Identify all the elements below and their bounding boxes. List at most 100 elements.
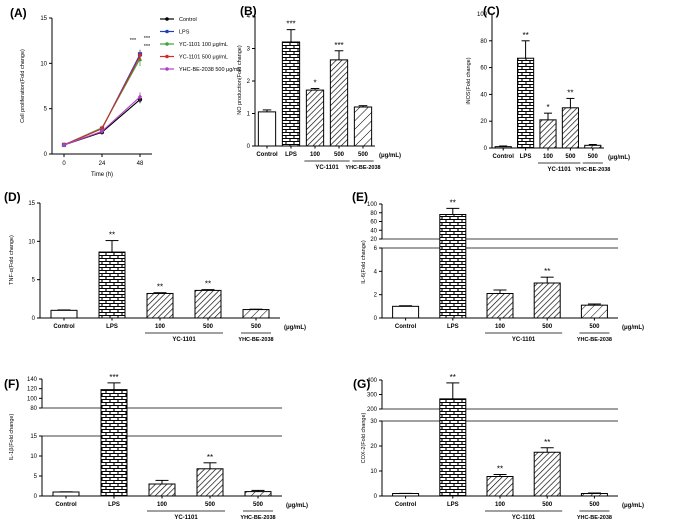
- bar: [281, 41, 301, 147]
- panel-a: (A) Cell proliferation(Fold change) 0 5 10 15…: [10, 6, 241, 178]
- data-point: [99, 126, 105, 132]
- group-label: YC-1101: [512, 337, 536, 343]
- x-tick-label: 500: [358, 152, 369, 158]
- y-tick-label: 0: [44, 152, 48, 158]
- unit-label: (μg/mL): [608, 155, 630, 161]
- legend-entry: LPS: [179, 30, 190, 36]
- x-tick-label: 500: [205, 502, 216, 508]
- y-tick-label: 80: [370, 211, 377, 217]
- y-tick-label: 5: [34, 474, 38, 480]
- significance-mark: ***: [130, 38, 137, 44]
- y-tick-label: 4: [374, 269, 378, 275]
- group-label: YC-1101: [174, 515, 198, 521]
- significance-mark: **: [567, 88, 573, 97]
- x-tick-label: 0: [62, 161, 66, 167]
- bar: [257, 111, 277, 147]
- bar: [242, 309, 270, 319]
- data-point: [61, 142, 67, 148]
- significance-mark: **: [450, 198, 456, 207]
- bar: [533, 451, 561, 497]
- unit-label: (μg/mL): [622, 325, 644, 331]
- x-tick-label: 100: [543, 154, 554, 160]
- bar: [52, 491, 80, 497]
- y-tick-label: 20: [370, 444, 377, 450]
- bar: [50, 309, 78, 319]
- x-tick-label: Control: [55, 502, 77, 508]
- x-tick-label: 100: [495, 324, 506, 330]
- x-tick-label: 100: [155, 324, 166, 330]
- y-tick-label: 40: [480, 92, 487, 98]
- bar: [353, 106, 373, 147]
- x-tick-label: LPS: [285, 152, 297, 158]
- legend-marker: [165, 67, 169, 71]
- y-tick-label: 5: [44, 107, 48, 113]
- legend-entry: YHC-BE-2038 500 μg/mL: [179, 67, 241, 73]
- x-tick-label: Control: [395, 324, 417, 330]
- significance-mark: **: [544, 267, 550, 276]
- significance-mark: ***: [144, 44, 151, 50]
- bar: [305, 89, 325, 147]
- y-tick-label: 100: [477, 12, 488, 18]
- y-tick-label: 120: [27, 387, 38, 393]
- y-tick-label: 3: [247, 47, 251, 53]
- panel-g: (G) COX-2(Fold change) 0 10 20 30 200 300 400 Con…: [353, 373, 644, 521]
- bar: [194, 289, 222, 319]
- y-tick-label: 80: [30, 406, 37, 412]
- x-tick-label: Control: [256, 152, 278, 158]
- bar: [329, 59, 349, 147]
- x-tick-label: 500: [588, 154, 599, 160]
- y-tick-label: 5: [32, 278, 36, 284]
- bar: [561, 107, 579, 149]
- y-tick-label: 2: [247, 79, 251, 85]
- y-tick-label: 20: [370, 237, 377, 243]
- panel-d: (D) TNF-α(Fold change) 0 5 10 15 Control ** LPS *…: [4, 190, 306, 343]
- legend-marker: [165, 17, 169, 21]
- y-axis-title: iNOS(Fold change): [466, 57, 472, 104]
- bar: [580, 304, 608, 319]
- unit-label: (μg/mL): [284, 325, 306, 331]
- x-tick-label: 500: [565, 154, 576, 160]
- x-tick-label: LPS: [106, 324, 118, 330]
- bar: [392, 305, 420, 319]
- y-tick-label: 30: [370, 419, 377, 425]
- y-tick-label: 4: [247, 14, 251, 20]
- significance-mark: ***: [144, 36, 151, 42]
- y-tick-label: 0: [484, 146, 488, 152]
- legend-entry: YC-1101 100 μg/mL: [179, 42, 228, 48]
- group-label: YHC-BE-2038: [240, 515, 275, 521]
- y-tick-label: 2: [374, 293, 378, 299]
- significance-mark: **: [157, 283, 163, 292]
- x-tick-label: LPS: [447, 324, 459, 330]
- y-tick-label: 0: [247, 144, 251, 150]
- x-tick-label: 48: [137, 161, 144, 167]
- y-axis-title: COX-2(Fold change): [361, 412, 367, 463]
- panel-c: (C) iNOS(Fold change) 0 20 40 60 80 100 Control *…: [466, 4, 630, 173]
- data-point: [137, 53, 143, 59]
- bar: [539, 119, 557, 149]
- significance-mark: **: [205, 280, 211, 289]
- bar: [580, 493, 608, 497]
- y-tick-label: 80: [480, 39, 487, 45]
- y-tick-label: 40: [370, 228, 377, 234]
- group-label: YC-1101: [512, 515, 536, 521]
- bar: [486, 476, 514, 497]
- x-tick-label: LPS: [447, 502, 459, 508]
- bar: [494, 146, 512, 149]
- group-label: YHC-BE-2038: [577, 337, 612, 343]
- group-label: YC-1101: [548, 167, 572, 173]
- bar: [439, 214, 467, 319]
- x-tick-label: Control: [395, 502, 417, 508]
- x-tick-label: LPS: [520, 154, 532, 160]
- panel-label: (E): [352, 190, 368, 204]
- significance-mark: ***: [286, 20, 295, 29]
- x-tick-label: 100: [157, 502, 168, 508]
- panel-e: (E) IL-6(Fold change) 0 2 4 6 20 40 60 80 100 Contr…: [352, 190, 644, 343]
- panel-label: (A): [10, 6, 27, 20]
- y-axis-title: Cell proliferation(Fold change): [20, 49, 26, 123]
- y-tick-label: 10: [40, 61, 47, 67]
- group-label: YC-1101: [315, 165, 339, 171]
- bar: [148, 483, 176, 497]
- x-tick-label: Control: [493, 154, 515, 160]
- significance-mark: **: [109, 231, 115, 240]
